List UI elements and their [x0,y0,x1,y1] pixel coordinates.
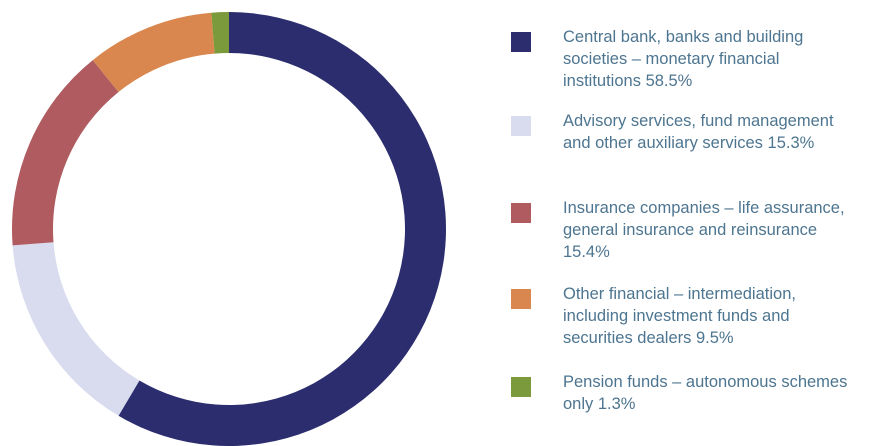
legend-name: Pension funds – autonomous schemes only [563,373,848,413]
legend-value: 1.3% [597,395,636,413]
legend-value: 15.4% [563,243,610,261]
legend-name: Other financial – intermediation, includ… [563,285,796,347]
donut-slice [92,12,215,92]
donut-slice [12,242,140,416]
legend-label: Other financial – intermediation, includ… [563,283,848,349]
legend-swatch [511,289,531,309]
legend-name: Advisory services, fund management and o… [563,112,834,152]
legend-label: Central bank, banks and building societi… [563,26,848,92]
legend-label: Insurance companies – life assurance, ge… [563,197,848,263]
legend-value: 58.5% [645,72,693,90]
legend-swatch [511,377,531,397]
donut-slice [12,60,119,246]
legend-name: Central bank, banks and building societi… [563,28,804,90]
legend-name: Insurance companies – life assurance, ge… [563,199,845,239]
legend-value: 15.3% [767,134,815,152]
legend-swatch [511,32,531,52]
legend-swatch [511,116,531,136]
legend-label: Pension funds – autonomous schemes only … [563,371,848,415]
legend-swatch [511,203,531,223]
donut-slice [211,12,229,54]
legend-label: Advisory services, fund management and o… [563,110,848,154]
donut-slice [118,12,446,446]
legend-value: 9.5% [695,329,734,347]
